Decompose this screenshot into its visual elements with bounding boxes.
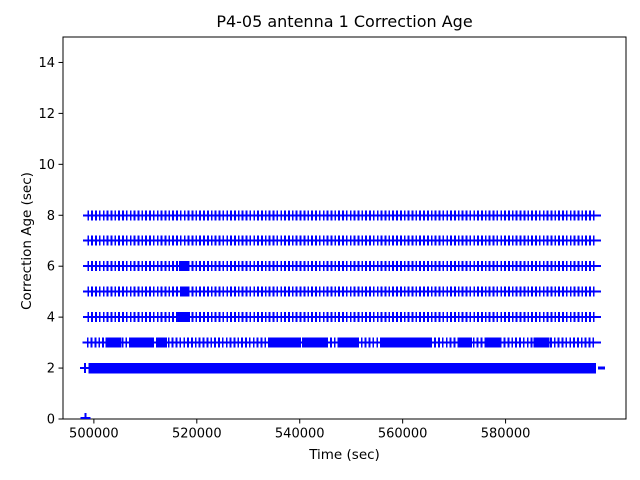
y-tick-label: 14 xyxy=(38,56,55,71)
dense-cluster xyxy=(409,337,432,348)
x-tick-label: 500000 xyxy=(69,427,119,442)
dense-cluster xyxy=(177,312,191,323)
y-tick-label: 6 xyxy=(47,260,55,275)
y-axis-label: Correction Age (sec) xyxy=(19,172,35,310)
x-tick-label: 560000 xyxy=(378,427,428,442)
plot-border xyxy=(62,36,627,420)
dense-cluster xyxy=(394,337,410,348)
dense-cluster xyxy=(349,337,359,348)
x-tick-label: 580000 xyxy=(481,427,531,442)
band-y7 xyxy=(83,235,602,246)
y-tick-label: 0 xyxy=(47,413,55,428)
y-tick-label: 12 xyxy=(38,107,55,122)
x-tick-label: 520000 xyxy=(172,427,222,442)
band-y2 xyxy=(88,362,597,374)
band-y3 xyxy=(82,337,602,348)
chart-title: P4-05 antenna 1 Correction Age xyxy=(216,12,473,31)
band-y6 xyxy=(83,261,602,272)
data-markers xyxy=(80,210,605,419)
dense-cluster xyxy=(381,337,396,348)
x-axis-label: Time (sec) xyxy=(309,447,380,463)
band-y8 xyxy=(83,210,602,221)
dense-cluster xyxy=(105,337,122,348)
isolated-marker xyxy=(80,412,91,419)
dense-cluster xyxy=(128,337,154,348)
dense-cluster xyxy=(533,337,550,348)
dense-cluster xyxy=(486,337,500,348)
dense-cluster xyxy=(179,286,190,297)
dense-cluster xyxy=(178,261,190,272)
band-y4 xyxy=(83,312,602,323)
dense-cluster xyxy=(338,337,350,348)
dense-cluster xyxy=(301,337,326,348)
dense-cluster xyxy=(156,337,167,348)
y-tick-label: 4 xyxy=(47,311,55,326)
dense-cluster xyxy=(458,337,473,348)
y-tick-label: 10 xyxy=(38,158,55,173)
y-tick-label: 8 xyxy=(47,209,55,224)
x-axis: 500000 520000 540000 560000 580000 xyxy=(69,419,530,442)
y-tick-label: 2 xyxy=(47,362,55,377)
y-axis: 0 2 4 6 8 10 12 14 xyxy=(38,56,63,428)
isolated-marker xyxy=(80,363,91,374)
dense-cluster xyxy=(268,337,300,348)
x-tick-label: 540000 xyxy=(275,427,325,442)
band-y5 xyxy=(83,286,602,297)
